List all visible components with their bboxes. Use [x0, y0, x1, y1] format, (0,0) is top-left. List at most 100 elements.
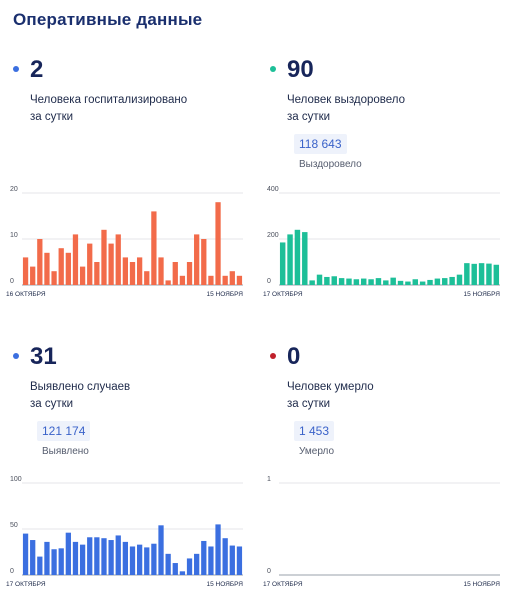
hospitalized-count: 2	[30, 56, 44, 83]
cases-bar-chart: 0 50 100 17 ОКТЯБРЯ 15 НОЯБРЯ	[6, 476, 244, 588]
bar	[186, 262, 193, 285]
y-tick-label: 1	[267, 476, 271, 483]
bar	[72, 541, 79, 575]
bar	[279, 242, 286, 285]
bar	[412, 279, 419, 285]
bar	[151, 543, 157, 575]
bar	[208, 275, 214, 285]
recovered-total: 118 643	[294, 134, 347, 154]
bar	[186, 558, 193, 575]
bar	[179, 275, 186, 285]
bar	[208, 546, 214, 575]
bar	[368, 279, 374, 285]
bar	[151, 211, 157, 285]
bar	[456, 274, 463, 285]
bar	[287, 234, 293, 285]
bar	[94, 537, 100, 575]
recovered-panel: 90 Человек выздоровело за сутки 118 643 …	[270, 56, 514, 170]
y-tick-label: 100	[10, 476, 22, 483]
cases-description: Выявлено случаев за сутки	[30, 381, 131, 410]
bar	[122, 257, 129, 285]
deaths-total: 1 453	[294, 421, 335, 441]
bar	[471, 263, 477, 285]
y-tick-label: 400	[267, 186, 279, 193]
bar	[129, 546, 136, 575]
bar	[172, 262, 178, 285]
bar	[44, 541, 50, 575]
bar	[309, 280, 315, 285]
bar	[222, 538, 228, 575]
x-end-label: 15 НОЯБРЯ	[207, 581, 244, 588]
y-tick-label: 0	[267, 278, 271, 285]
bar	[324, 276, 330, 285]
status-dot	[270, 66, 276, 72]
hospitalized-description: Человека госпитализировано за сутки	[30, 94, 188, 123]
bar	[129, 262, 136, 285]
bar	[30, 540, 36, 575]
bar	[486, 263, 492, 285]
bar	[58, 548, 64, 575]
cases-total: 121 174	[37, 421, 91, 441]
bar	[405, 281, 411, 285]
bar	[30, 266, 36, 285]
bar	[194, 234, 200, 285]
bar	[229, 545, 235, 575]
x-end-label: 15 НОЯБРЯ	[464, 291, 501, 298]
bar	[236, 275, 243, 285]
y-tick-label: 0	[267, 568, 271, 575]
y-tick-label: 200	[267, 232, 279, 239]
bar	[229, 271, 235, 285]
y-tick-label: 10	[10, 232, 18, 239]
recovered-description: Человек выздоровело за сутки	[287, 94, 406, 123]
page-title: Оперативные данные	[13, 10, 203, 29]
hospitalized-bar-chart: 0 10 20 16 ОКТЯБРЯ 15 НОЯБРЯ	[6, 186, 244, 298]
bar	[419, 281, 426, 285]
bar	[294, 229, 301, 285]
deaths-bar-chart: 0 1 17 ОКТЯБРЯ 15 НОЯБРЯ	[263, 476, 501, 588]
bar	[108, 243, 114, 285]
x-start-label: 16 ОКТЯБРЯ	[6, 291, 46, 298]
bar	[215, 202, 221, 285]
bar	[51, 549, 57, 575]
cases-panel: 31 Выявлено случаев за сутки 121 174 Выя…	[13, 343, 263, 457]
bar	[353, 279, 360, 285]
status-dot	[13, 353, 19, 359]
bar	[58, 248, 64, 285]
bar	[375, 278, 382, 285]
bar	[94, 262, 100, 285]
bar	[158, 525, 164, 575]
y-tick-label: 50	[10, 522, 18, 529]
bar	[215, 524, 221, 575]
y-tick-label: 0	[10, 278, 14, 285]
bar	[346, 278, 352, 285]
x-start-label: 17 ОКТЯБРЯ	[263, 581, 303, 588]
x-end-label: 15 НОЯБРЯ	[207, 291, 244, 298]
bar	[44, 252, 50, 285]
bar	[397, 280, 404, 285]
bar	[194, 553, 200, 575]
bar	[37, 239, 43, 285]
bar	[87, 243, 93, 285]
hospitalized-panel: 2 Человека госпитализировано за сутки	[13, 56, 263, 126]
bar	[101, 538, 107, 575]
deaths-total-label: Умерло	[299, 446, 335, 457]
cases-count: 31	[30, 343, 57, 370]
bar	[136, 544, 143, 575]
bar	[101, 229, 107, 285]
bar	[316, 274, 323, 285]
bar	[65, 532, 71, 575]
bar	[442, 278, 448, 285]
bar	[434, 278, 441, 285]
x-end-label: 15 НОЯБРЯ	[464, 581, 501, 588]
bar	[22, 533, 29, 575]
deaths-panel: 0 Человек умерло за сутки 1 453 Умерло	[270, 343, 514, 457]
y-tick-label: 20	[10, 186, 18, 193]
recovered-count: 90	[287, 56, 314, 83]
recovered-bar-chart: 0 200 400 17 ОКТЯБРЯ 15 НОЯБРЯ	[263, 186, 501, 298]
bar	[201, 540, 207, 575]
x-start-label: 17 ОКТЯБРЯ	[263, 291, 303, 298]
bar	[338, 278, 345, 285]
cases-total-label: Выявлено	[42, 446, 89, 457]
bar	[478, 263, 485, 285]
bar	[37, 556, 43, 575]
